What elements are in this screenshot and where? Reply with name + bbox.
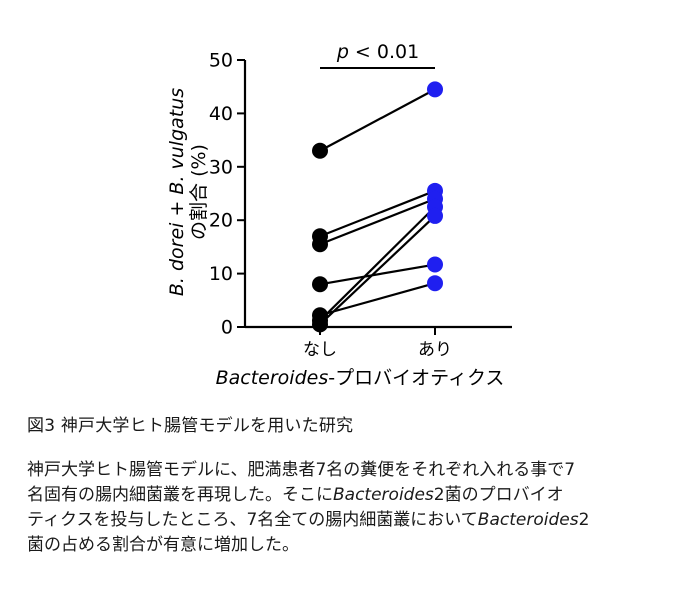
significance-label: p < 0.01 [336,41,419,63]
caption-line-3-a: ティクスを投与したところ、7名全ての腸内細菌叢において [27,510,478,530]
paired-lines [319,88,436,326]
y-axis-label-line1: B. dorei + B. vulgatus [166,88,188,296]
caption-line-3-b: 2 [578,510,590,530]
point-after [427,207,443,224]
paired-line [319,282,436,317]
point-before [312,276,328,293]
x-tick-label-with: あり [418,340,452,360]
y-tick-label: 50 [209,50,233,72]
caption-line-3-species: Bacteroides [477,510,579,530]
y-tick-label: 30 [209,156,233,178]
point-after [427,275,443,292]
significance-value: < 0.01 [349,41,419,63]
paired-line [319,215,436,326]
x-axis-label-italic: Bacteroides [216,367,329,389]
data-points [312,81,443,333]
point-after [427,81,443,98]
y-tick-label: 40 [209,103,233,125]
x-axis-label: Bacteroides-プロバイオティクス [216,367,505,389]
caption-line-2-species: Bacteroides [333,485,434,505]
caption-line-2-a: 名固有の腸内細菌叢を再現した。そこに [27,485,333,505]
y-tick-label: 10 [209,263,233,285]
point-before [312,142,328,159]
point-after [427,256,443,273]
caption-line-1: 神戸大学ヒト腸管モデルに、肥満患者7名の糞便をそれぞれ入れる事で7 [27,460,576,480]
paired-line [319,197,436,246]
point-before [312,316,328,333]
caption-line-4: 菌の占める割合が有意に増加した。 [27,535,299,555]
caption-line-2: 名固有の腸内細菌叢を再現した。そこにBacteroides2菌のプロバイオ [27,483,657,508]
paired-line [319,263,436,286]
figure-caption-body: 神戸大学ヒト腸管モデルに、肥満患者7名の糞便をそれぞれ入れる事で7 名固有の腸内… [27,458,657,558]
y-tick-label: 0 [221,317,233,339]
y-tick-label: 20 [209,210,233,232]
x-tick-label-none: なし [303,340,337,360]
figure-caption-title: 図3 神戸大学ヒト腸管モデルを用いた研究 [27,416,354,436]
y-axis-label-line2: の割合 (%) [188,144,210,240]
paired-line [319,88,436,152]
chart-axes: 0 10 20 30 40 50 [209,50,512,339]
caption-line-2-b: 2菌のプロバイオ [433,485,564,505]
caption-line-3: ティクスを投与したところ、7名全ての腸内細菌叢においてBacteroides2 [27,508,657,533]
paired-line [319,206,436,322]
x-axis-label-suffix: -プロバイオティクス [328,367,504,389]
paired-line [319,189,436,238]
significance-p: p [336,41,349,63]
point-before [312,236,328,253]
